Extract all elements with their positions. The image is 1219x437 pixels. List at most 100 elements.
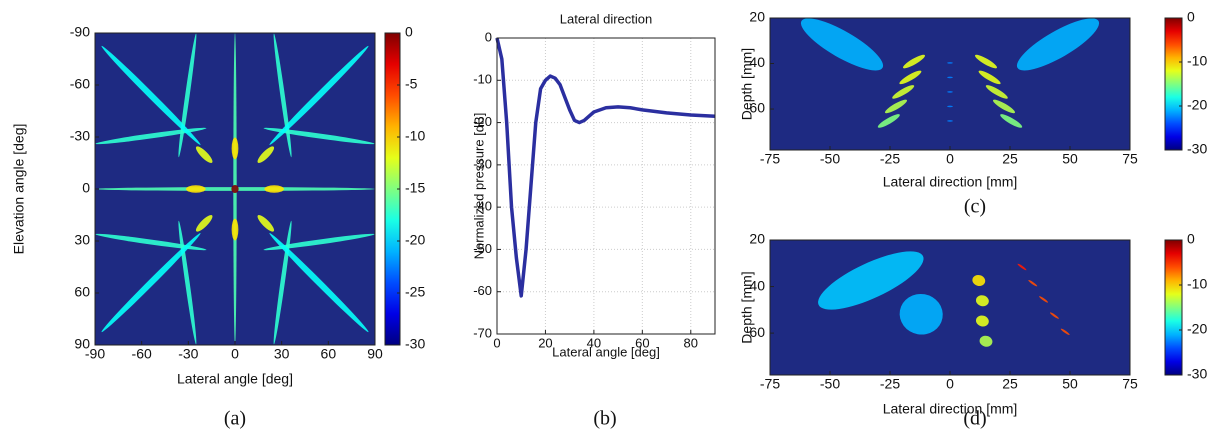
x-tick-label: -60 (132, 346, 152, 362)
heatmap-field (95, 33, 375, 345)
x-tick-label: 75 (1122, 376, 1138, 392)
colorbar-tick-label: -20 (405, 232, 425, 248)
field-lobe (974, 54, 998, 69)
x-axis-label: Lateral angle [deg] (552, 344, 660, 359)
field-lobe (1060, 328, 1070, 336)
field-lobe (972, 275, 986, 286)
x-tick-label: -25 (880, 376, 900, 392)
y-tick-label: 30 (74, 232, 90, 248)
field-lobe (1049, 312, 1059, 319)
field-lobe (269, 233, 369, 333)
field-lobe (947, 105, 953, 108)
y-tick-label: 0 (485, 29, 492, 44)
field-lobe (899, 293, 943, 335)
caption: (b) (593, 408, 616, 430)
y-tick-label: 40 (749, 277, 765, 293)
colorbar-tick-label: 0 (1187, 9, 1195, 25)
field-lobe (263, 127, 375, 145)
field-lobe (101, 45, 201, 145)
colorbar-tick-label: -25 (405, 284, 425, 300)
y-tick-label: -50 (473, 241, 492, 256)
field-lobe (877, 114, 900, 128)
x-axis-label: Lateral direction [mm] (883, 401, 1018, 417)
field-lobe (975, 315, 989, 327)
field-lobe (101, 233, 201, 333)
y-tick-label: -40 (473, 199, 492, 214)
colorbar-tick-label: -10 (1187, 53, 1207, 69)
x-tick-label: 0 (493, 335, 500, 350)
field-lobe (263, 233, 375, 251)
x-tick-label: 0 (231, 346, 239, 362)
field-lobe (947, 76, 953, 79)
field-lobe (195, 215, 213, 232)
field-lobe (1028, 279, 1038, 287)
y-tick-label: -10 (473, 72, 492, 87)
x-tick-label: -50 (820, 376, 840, 392)
colorbar-tick-label: -5 (405, 76, 418, 92)
colorbar-tick-label: -20 (1187, 97, 1207, 113)
colorbar-tick-label: -30 (405, 336, 425, 352)
panel: Lateral direction 0 20 40 60 80 0 -10 -20 -30 -40 -… (471, 11, 716, 430)
field-lobe (985, 85, 1008, 99)
x-axis-label: Lateral direction [mm] (883, 174, 1018, 190)
x-tick-label: -25 (880, 151, 900, 167)
x-tick-label: 75 (1122, 151, 1138, 167)
field-lobe (231, 218, 239, 241)
panel: 0 -10 -20 -30 -75 -50 -25 0 25 50 75 20 40 60 Lateral … (739, 9, 1208, 218)
x-tick-label: 40 (587, 335, 601, 350)
heatmap-field (818, 251, 1070, 347)
colorbar-tick-label: 0 (1187, 231, 1195, 247)
panel: 0 -10 -20 -30 -75 -50 -25 0 25 50 75 20 40 60 Lateral … (739, 231, 1208, 430)
y-tick-label: 40 (749, 54, 765, 70)
x-tick-label: 50 (1062, 151, 1078, 167)
x-tick-label: 25 (1002, 151, 1018, 167)
x-tick-label: -90 (85, 346, 105, 362)
y-tick-label: -20 (473, 114, 492, 129)
y-tick-label: 20 (749, 231, 765, 247)
x-tick-label: 30 (274, 346, 290, 362)
colorbar-tick-label: -30 (1187, 141, 1207, 157)
field-lobe (231, 137, 239, 160)
y-axis-label: Depth [mm] (739, 271, 755, 343)
x-tick-label: 60 (635, 335, 649, 350)
colorbar-tick-label: -15 (405, 180, 425, 196)
x-tick-label: 0 (946, 376, 954, 392)
field-lobe (899, 70, 922, 85)
caption: (a) (224, 408, 246, 430)
field-lobe (947, 62, 953, 64)
y-tick-label: -60 (473, 283, 492, 298)
field-lobe (1000, 114, 1023, 128)
field-lobe (1017, 263, 1027, 271)
data-line (495, 37, 716, 298)
x-axis-label: Lateral angle [deg] (177, 371, 293, 387)
x-tick-label: 80 (684, 335, 698, 350)
field-lobe (264, 185, 285, 193)
heatmap-field (800, 18, 1100, 128)
field-lobe (195, 146, 213, 163)
x-tick-label: -30 (178, 346, 198, 362)
colorbar (1164, 239, 1183, 376)
x-tick-label: 0 (946, 151, 954, 167)
field-lobe (884, 99, 908, 114)
field-lobe (1039, 296, 1049, 303)
colorbar-tick-label: -20 (1187, 321, 1207, 337)
colorbar-tick-label: 0 (405, 24, 413, 40)
field-lobe (231, 184, 239, 194)
y-tick-label: -60 (70, 76, 90, 92)
field-lobe (95, 127, 207, 145)
y-tick-label: 60 (74, 284, 90, 300)
y-tick-label: 0 (82, 180, 90, 196)
field-lobe (892, 85, 915, 99)
field-lobe (902, 54, 926, 69)
x-tick-label: 20 (538, 335, 552, 350)
caption: (d) (963, 408, 986, 430)
field-lobe (979, 335, 993, 347)
x-tick-label: 90 (367, 346, 383, 362)
field-lobe (800, 18, 884, 71)
y-axis-label: Depth [mm] (739, 48, 755, 120)
y-tick-label: -70 (473, 325, 492, 340)
y-axis-label: Normalized pressure [dB] (471, 113, 486, 260)
y-tick-label: -30 (473, 156, 492, 171)
